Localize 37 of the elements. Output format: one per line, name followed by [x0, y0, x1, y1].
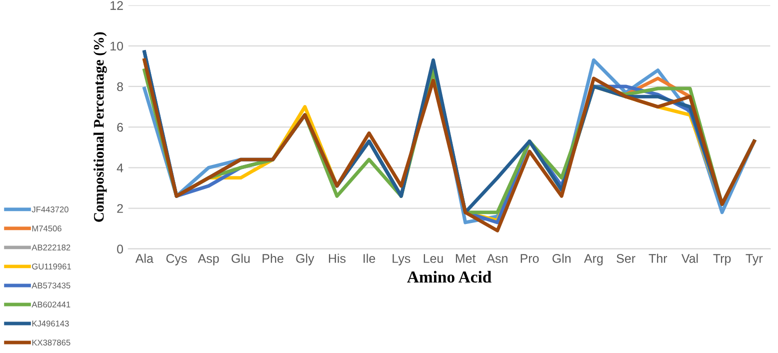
x-tick-label: Ile — [364, 254, 376, 263]
y-tick-label: 6 — [117, 122, 123, 132]
x-tick-label: Lys — [392, 254, 410, 266]
y-tick-label: 12 — [110, 1, 123, 10]
x-tick-label: Pro — [520, 254, 539, 263]
x-tick-label: Val — [681, 254, 698, 263]
legend-label: M74506 — [32, 226, 62, 232]
legend-label: KX387865 — [32, 340, 70, 346]
x-tick-label: Gln — [552, 254, 571, 263]
x-tick-label: Gly — [296, 254, 314, 266]
y-axis-title: Compositional Percentage (%) — [93, 32, 107, 222]
legend-label: JF443720 — [32, 206, 68, 212]
x-tick-label: His — [328, 254, 346, 263]
x-tick-label: Ala — [135, 254, 154, 263]
legend-label: AB222182 — [32, 244, 70, 250]
legend-label: AB573435 — [32, 282, 70, 288]
y-tick-label: 8 — [117, 82, 123, 92]
x-tick-label: Leu — [424, 254, 443, 263]
x-axis-title: Amino Acid — [407, 270, 492, 283]
x-tick-label: Glu — [232, 254, 250, 263]
x-tick-label: Asn — [486, 254, 508, 263]
x-tick-label: Met — [456, 254, 476, 263]
x-tick-label: Arg — [584, 254, 603, 266]
x-tick-label: Phe — [262, 254, 284, 263]
legend-label: AB602441 — [32, 302, 70, 308]
legend-label: GU119961 — [32, 264, 71, 270]
y-tick-label: 4 — [116, 164, 124, 172]
legend-label: KJ496143 — [32, 320, 69, 326]
y-tick-label: 2 — [117, 204, 123, 213]
y-tick-label: 10 — [110, 42, 124, 51]
x-tick-label: Ser — [616, 254, 636, 263]
x-tick-label: Cys — [166, 254, 187, 266]
x-tick-label: Tyr — [746, 254, 763, 266]
x-tick-label: Thr — [648, 254, 668, 263]
y-tick-label: 0 — [117, 244, 124, 254]
x-tick-label: Trp — [713, 254, 731, 266]
x-tick-label: Asp — [198, 254, 219, 266]
